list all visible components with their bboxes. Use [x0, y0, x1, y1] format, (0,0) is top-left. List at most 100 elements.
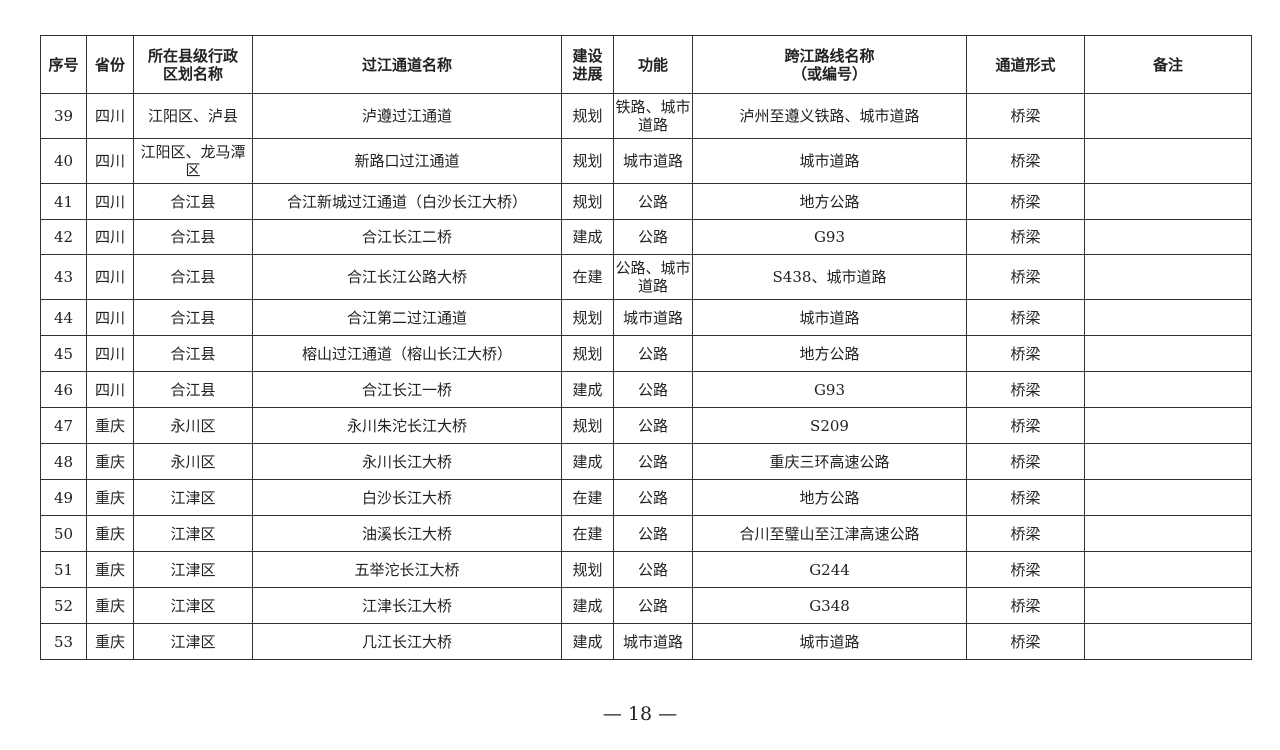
cell-function: 城市道路: [613, 138, 693, 184]
cell-function: 公路: [613, 515, 693, 552]
cell-channel-name: 合江长江公路大桥: [252, 254, 562, 300]
cell-county: 合江县: [133, 299, 253, 336]
cell-county: 江津区: [133, 587, 253, 624]
cell-county: 江津区: [133, 623, 253, 660]
cell-form: 桥梁: [966, 183, 1085, 220]
cell-function: 公路: [613, 183, 693, 220]
cell-route: 地方公路: [692, 335, 967, 372]
cell-progress: 建成: [561, 587, 614, 624]
cell-county: 永川区: [133, 407, 253, 444]
cell-province: 四川: [86, 219, 134, 255]
cell-function: 公路: [613, 407, 693, 444]
cell-form: 桥梁: [966, 371, 1085, 408]
cell-remark: [1084, 371, 1252, 408]
cell-seq: 40: [40, 138, 87, 184]
cell-seq: 39: [40, 93, 87, 139]
cell-function: 公路、城市道路: [613, 254, 693, 300]
cell-progress: 建成: [561, 443, 614, 480]
cell-route: G93: [692, 371, 967, 408]
cell-route: 地方公路: [692, 183, 967, 220]
cell-form: 桥梁: [966, 93, 1085, 139]
table-row: 48 重庆 永川区 永川长江大桥 建成 公路 重庆三环高速公路 桥梁: [40, 443, 1252, 480]
cell-progress: 在建: [561, 254, 614, 300]
cell-function: 城市道路: [613, 623, 693, 660]
header-channel-name-label: 过江通道名称: [361, 55, 452, 74]
cell-progress: 建成: [561, 219, 614, 255]
cell-route: 城市道路: [692, 138, 967, 184]
cell-province: 重庆: [86, 407, 134, 444]
header-route-label: 跨江路线名称（或编号）: [784, 46, 875, 83]
cell-function: 城市道路: [613, 299, 693, 336]
header-channel-name: 过江通道名称: [252, 35, 562, 94]
cell-function: 公路: [613, 443, 693, 480]
table-row: 53 重庆 江津区 几江长江大桥 建成 城市道路 城市道路 桥梁: [40, 623, 1252, 660]
cell-remark: [1084, 407, 1252, 444]
cell-remark: [1084, 551, 1252, 588]
header-progress: 建设进展: [561, 35, 614, 94]
header-seq: 序号: [40, 35, 87, 94]
cell-seq: 48: [40, 443, 87, 480]
cell-channel-name: 白沙长江大桥: [252, 479, 562, 516]
cell-channel-name: 永川长江大桥: [252, 443, 562, 480]
cell-progress: 规划: [561, 93, 614, 139]
table-row: 44 四川 合江县 合江第二过江通道 规划 城市道路 城市道路 桥梁: [40, 299, 1252, 336]
cell-channel-name: 合江长江二桥: [252, 219, 562, 255]
cell-seq: 52: [40, 587, 87, 624]
cell-form: 桥梁: [966, 623, 1085, 660]
cell-province: 重庆: [86, 515, 134, 552]
header-county: 所在县级行政区划名称: [133, 35, 253, 94]
cell-channel-name: 合江第二过江通道: [252, 299, 562, 336]
cell-province: 四川: [86, 335, 134, 372]
table-row: 49 重庆 江津区 白沙长江大桥 在建 公路 地方公路 桥梁: [40, 479, 1252, 516]
cell-remark: [1084, 587, 1252, 624]
cell-form: 桥梁: [966, 443, 1085, 480]
header-province-label: 省份: [94, 55, 125, 74]
cell-seq: 50: [40, 515, 87, 552]
cell-form: 桥梁: [966, 219, 1085, 255]
cell-channel-name: 江津长江大桥: [252, 587, 562, 624]
table-row: 42 四川 合江县 合江长江二桥 建成 公路 G93 桥梁: [40, 219, 1252, 255]
cell-seq: 42: [40, 219, 87, 255]
header-province: 省份: [86, 35, 134, 94]
cell-seq: 44: [40, 299, 87, 336]
cell-channel-name: 五举沱长江大桥: [252, 551, 562, 588]
cell-province: 四川: [86, 183, 134, 220]
cell-progress: 在建: [561, 515, 614, 552]
table-row: 45 四川 合江县 榕山过江通道（榕山长江大桥） 规划 公路 地方公路 桥梁: [40, 335, 1252, 372]
cell-province: 重庆: [86, 587, 134, 624]
cell-function: 公路: [613, 219, 693, 255]
cell-function: 公路: [613, 479, 693, 516]
cell-remark: [1084, 93, 1252, 139]
cell-seq: 46: [40, 371, 87, 408]
cell-county: 江津区: [133, 479, 253, 516]
cell-route: 泸州至遵义铁路、城市道路: [692, 93, 967, 139]
cell-county: 合江县: [133, 219, 253, 255]
cell-province: 四川: [86, 371, 134, 408]
cell-remark: [1084, 254, 1252, 300]
cell-progress: 在建: [561, 479, 614, 516]
cell-channel-name: 榕山过江通道（榕山长江大桥）: [252, 335, 562, 372]
page-number: — 18 —: [602, 703, 678, 725]
cell-channel-name: 几江长江大桥: [252, 623, 562, 660]
cell-route: 城市道路: [692, 623, 967, 660]
table-header: 序号 省份 所在县级行政区划名称 过江通道名称 建设进展 功能 跨江路线名称（或…: [40, 35, 1252, 94]
cell-form: 桥梁: [966, 479, 1085, 516]
cell-route: 合川至璧山至江津高速公路: [692, 515, 967, 552]
cell-remark: [1084, 515, 1252, 552]
cell-remark: [1084, 138, 1252, 184]
cell-county: 江津区: [133, 515, 253, 552]
header-remark: 备注: [1084, 35, 1252, 94]
cell-seq: 49: [40, 479, 87, 516]
cell-progress: 规划: [561, 407, 614, 444]
table-row: 50 重庆 江津区 油溪长江大桥 在建 公路 合川至璧山至江津高速公路 桥梁: [40, 515, 1252, 552]
cell-progress: 建成: [561, 371, 614, 408]
table-row: 43 四川 合江县 合江长江公路大桥 在建 公路、城市道路 S438、城市道路 桥梁: [40, 254, 1252, 300]
cell-route: S209: [692, 407, 967, 444]
cell-county: 永川区: [133, 443, 253, 480]
cell-remark: [1084, 479, 1252, 516]
cell-form: 桥梁: [966, 587, 1085, 624]
cell-county: 江阳区、泸县: [133, 93, 253, 139]
header-seq-label: 序号: [48, 55, 79, 74]
cell-channel-name: 合江长江一桥: [252, 371, 562, 408]
header-county-label: 所在县级行政区划名称: [147, 46, 238, 83]
